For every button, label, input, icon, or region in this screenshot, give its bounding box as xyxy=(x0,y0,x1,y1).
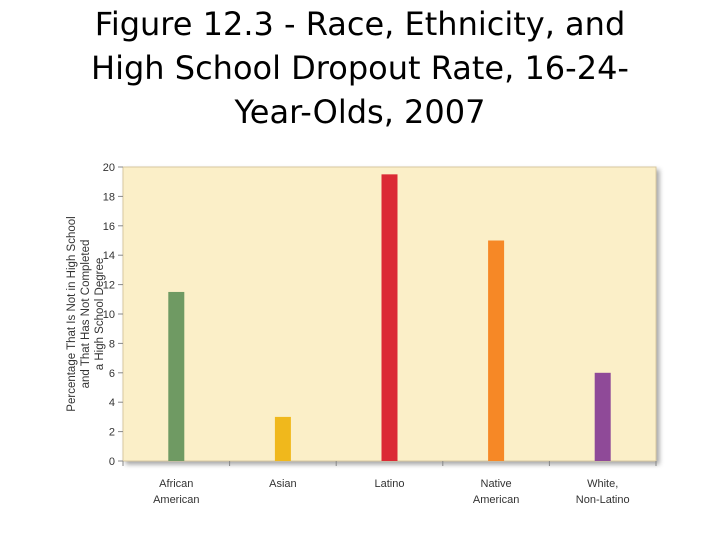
category-labels: African American Asian Latino Native American… xyxy=(153,478,630,506)
y-tick-label: 14 xyxy=(103,250,115,262)
category-label: White, Non-Latino xyxy=(576,478,630,506)
x-axis-ticks xyxy=(122,461,657,466)
y-tick-label: 8 xyxy=(109,338,115,350)
y-tick-label: 16 xyxy=(103,221,115,233)
category-label: Asian xyxy=(269,478,297,490)
bar-0 xyxy=(168,291,185,461)
bar-1 xyxy=(274,416,291,461)
y-tick-label: 10 xyxy=(103,309,115,321)
category-label: African American xyxy=(153,478,199,506)
y-tick-label: 2 xyxy=(109,427,115,439)
y-tick-label: 12 xyxy=(103,280,115,292)
y-tick-label: 6 xyxy=(109,368,115,380)
title-line-1: Figure 12.3 - Race, Ethnicity, and xyxy=(94,5,626,43)
slide-title: Figure 12.3 - Race, Ethnicity, and High … xyxy=(20,2,700,134)
y-axis-label: Percentage That Is Not in High School and… xyxy=(66,216,106,411)
y-tick-label: 4 xyxy=(109,397,115,409)
bars xyxy=(168,174,611,461)
y-tick-label: 0 xyxy=(109,456,115,468)
y-tick-label: 18 xyxy=(103,191,115,203)
category-label: Native American xyxy=(473,478,519,506)
y-tick-label: 20 xyxy=(103,162,115,174)
category-label: Latino xyxy=(375,478,405,490)
bar-2 xyxy=(381,174,398,461)
title-line-2: High School Dropout Rate, 16-24- xyxy=(91,49,629,87)
y-axis-ticks: 0 2 4 6 8 10 12 14 16 18 20 xyxy=(103,162,123,468)
bar-4 xyxy=(594,372,611,461)
title-line-3: Year-Olds, 2007 xyxy=(234,93,486,131)
bar-3 xyxy=(488,240,505,461)
